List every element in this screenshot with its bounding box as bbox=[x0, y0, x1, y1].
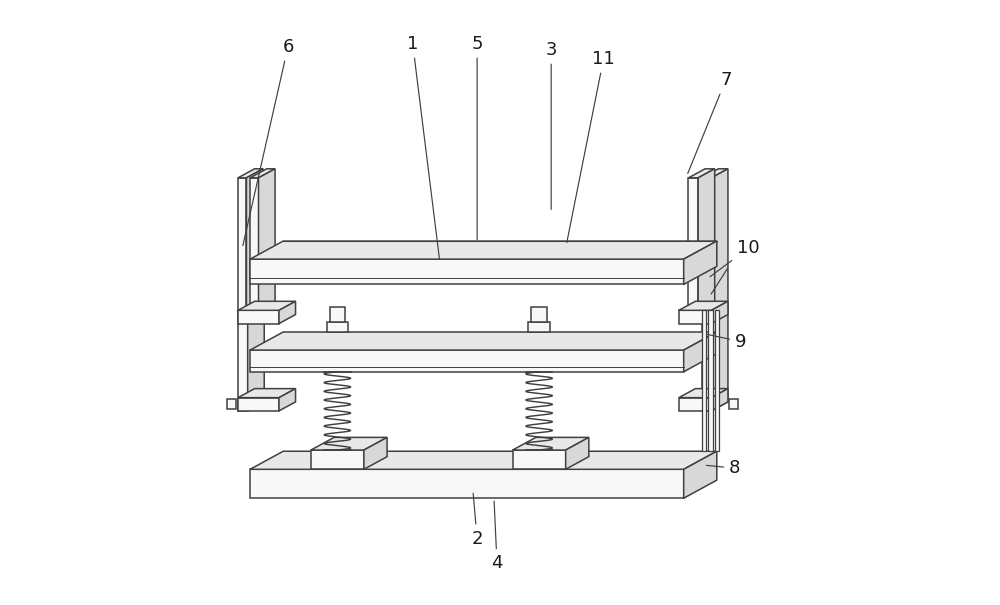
Bar bbox=[513, 450, 566, 469]
Bar bbox=[250, 469, 684, 499]
Polygon shape bbox=[250, 332, 717, 350]
Bar bbox=[238, 397, 279, 411]
Text: 2: 2 bbox=[471, 493, 483, 548]
Polygon shape bbox=[238, 301, 296, 310]
Polygon shape bbox=[679, 388, 728, 397]
Text: 10: 10 bbox=[710, 240, 759, 276]
Bar bbox=[250, 259, 684, 284]
Polygon shape bbox=[684, 451, 717, 499]
Polygon shape bbox=[698, 169, 715, 310]
Polygon shape bbox=[364, 437, 387, 469]
Polygon shape bbox=[702, 169, 728, 178]
Bar bbox=[250, 350, 684, 371]
Polygon shape bbox=[566, 437, 589, 469]
Polygon shape bbox=[684, 332, 717, 371]
Polygon shape bbox=[238, 388, 296, 397]
Polygon shape bbox=[702, 301, 728, 310]
Bar bbox=[679, 310, 711, 324]
Polygon shape bbox=[250, 241, 717, 259]
Polygon shape bbox=[711, 301, 728, 411]
Bar bbox=[528, 322, 550, 332]
Polygon shape bbox=[513, 437, 589, 450]
Text: 5: 5 bbox=[471, 34, 483, 240]
Bar bbox=[238, 178, 246, 310]
Bar bbox=[679, 397, 711, 411]
Polygon shape bbox=[259, 169, 275, 310]
Text: 11: 11 bbox=[567, 50, 615, 243]
Bar bbox=[531, 307, 547, 322]
Bar bbox=[715, 310, 719, 451]
Polygon shape bbox=[248, 301, 264, 411]
Bar bbox=[729, 399, 738, 409]
Bar bbox=[688, 178, 698, 310]
Polygon shape bbox=[279, 301, 296, 324]
Text: 1: 1 bbox=[407, 34, 439, 259]
Polygon shape bbox=[684, 241, 717, 284]
Text: 7: 7 bbox=[688, 71, 732, 174]
Bar bbox=[327, 322, 348, 332]
Bar bbox=[250, 178, 259, 310]
Polygon shape bbox=[250, 169, 275, 178]
Text: 4: 4 bbox=[491, 501, 503, 572]
Text: 9: 9 bbox=[707, 333, 747, 351]
Bar bbox=[227, 399, 236, 409]
Polygon shape bbox=[711, 388, 728, 411]
Text: 8: 8 bbox=[706, 459, 741, 477]
Bar bbox=[702, 310, 706, 451]
Polygon shape bbox=[711, 301, 728, 324]
Polygon shape bbox=[238, 301, 264, 310]
Text: 6: 6 bbox=[243, 38, 294, 246]
Polygon shape bbox=[679, 301, 728, 310]
Text: 3: 3 bbox=[545, 41, 557, 209]
Polygon shape bbox=[238, 169, 263, 178]
Bar bbox=[708, 310, 713, 451]
Polygon shape bbox=[279, 388, 296, 411]
Polygon shape bbox=[311, 437, 387, 450]
Polygon shape bbox=[246, 169, 263, 310]
Bar bbox=[311, 450, 364, 469]
Polygon shape bbox=[250, 451, 717, 469]
Bar bbox=[238, 310, 248, 411]
Bar bbox=[702, 178, 711, 310]
Polygon shape bbox=[688, 169, 715, 178]
Bar bbox=[330, 307, 345, 322]
Polygon shape bbox=[711, 169, 728, 310]
Bar bbox=[238, 310, 279, 324]
Bar bbox=[702, 310, 711, 411]
